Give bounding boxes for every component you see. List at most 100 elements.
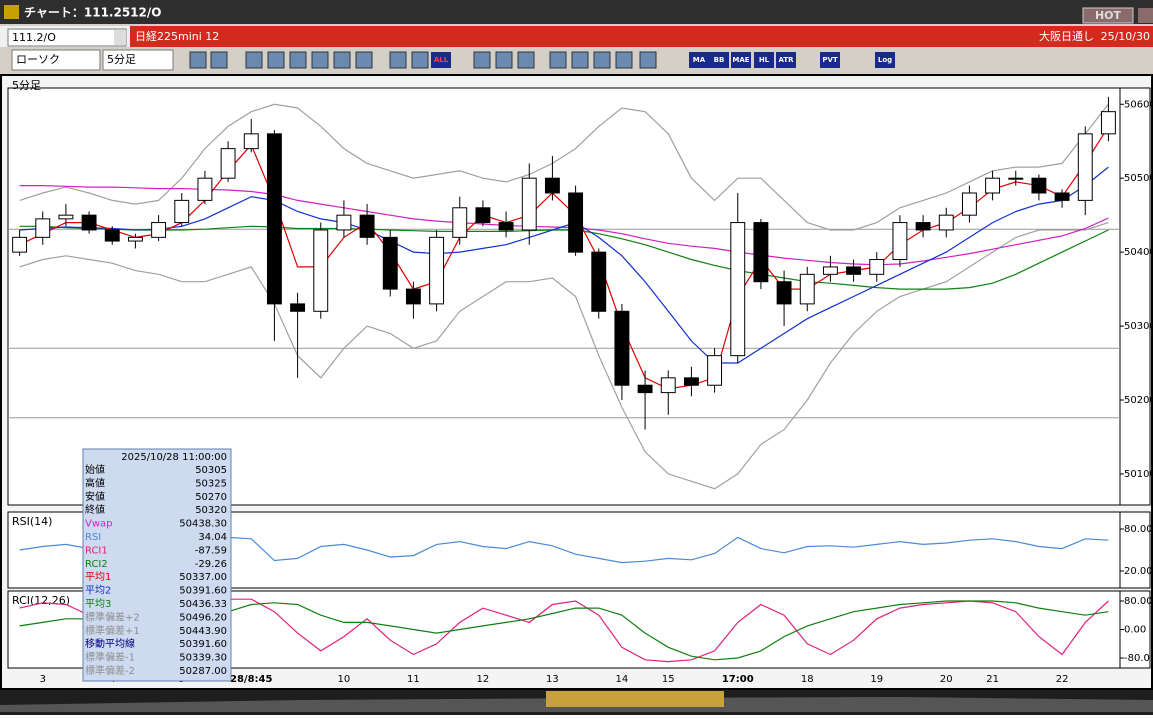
candle-body xyxy=(544,177,560,194)
y-tick-label: -80.0 xyxy=(1124,653,1150,664)
candle-body xyxy=(915,222,931,231)
tool-icon[interactable] xyxy=(333,51,351,69)
tool-icon[interactable] xyxy=(495,51,513,69)
candle-body xyxy=(1100,111,1116,135)
info-label: 標準偏差+2 xyxy=(85,610,140,623)
tool-icon[interactable] xyxy=(473,51,491,69)
tool-icon[interactable] xyxy=(593,51,611,69)
header-red-band xyxy=(130,26,1153,47)
interval: 5分足 xyxy=(107,53,136,66)
info-value: 34.04 xyxy=(198,532,227,543)
candle-body xyxy=(290,303,306,312)
candle-body xyxy=(961,192,977,216)
info-label: 高値 xyxy=(85,476,105,489)
tool-icon[interactable] xyxy=(289,51,307,69)
candle-body xyxy=(127,236,143,242)
candle-body xyxy=(521,177,537,231)
tool-button[interactable] xyxy=(709,52,729,68)
info-value: 50270 xyxy=(195,492,227,503)
candle-body xyxy=(985,177,1001,194)
candle-body xyxy=(498,222,514,231)
info-label: 安値 xyxy=(85,490,105,503)
candle-body xyxy=(359,214,375,238)
candle-body xyxy=(591,251,607,312)
tool-icon[interactable] xyxy=(267,51,285,69)
style-select[interactable] xyxy=(11,49,101,71)
tool-icon[interactable] xyxy=(389,51,407,69)
candle-body xyxy=(660,377,676,394)
candle-body xyxy=(475,207,491,224)
tool-button-label: ATR xyxy=(778,56,794,64)
candle-body xyxy=(707,355,723,386)
tool-icon[interactable] xyxy=(615,51,633,69)
app-icon xyxy=(4,5,19,19)
y-tick-label: 80.00 xyxy=(1124,524,1153,535)
candle-body xyxy=(104,229,120,242)
tool-icon[interactable] xyxy=(549,51,567,69)
tool-button[interactable] xyxy=(776,52,796,68)
info-label: 終値 xyxy=(85,503,105,516)
candle-body xyxy=(1008,177,1024,180)
info-value: -87.59 xyxy=(195,545,227,556)
tool-button[interactable] xyxy=(820,52,840,68)
tool-icon[interactable] xyxy=(639,51,657,69)
scroll-thumb[interactable] xyxy=(546,691,724,707)
tool-icon[interactable] xyxy=(311,51,329,69)
x-tick-label: 15 xyxy=(662,674,675,685)
info-value: -29.26 xyxy=(195,559,227,570)
y-tick-label: 50300 xyxy=(1124,321,1153,332)
tool-icon[interactable] xyxy=(245,51,263,69)
candle-body xyxy=(869,259,885,275)
y-tick-label: 50600 xyxy=(1124,99,1153,110)
candle-body xyxy=(799,273,815,305)
hot-side xyxy=(1138,8,1153,23)
x-tick-label: 17:00 xyxy=(722,674,754,685)
panel-title: RSI(14) xyxy=(12,515,52,528)
y-tick-label: 50200 xyxy=(1124,395,1153,406)
candle-body xyxy=(266,133,282,305)
tool-icon[interactable] xyxy=(571,51,589,69)
info-datetime: 2025/10/28 11:00:00 xyxy=(121,452,227,463)
tool-button-label: MAE xyxy=(732,56,749,64)
candle-body xyxy=(313,229,329,312)
candle-body xyxy=(1054,192,1070,201)
panel-title: 5分足 xyxy=(12,79,41,92)
tool-icon[interactable] xyxy=(189,51,207,69)
candle-body xyxy=(220,148,236,179)
candle-body xyxy=(776,281,792,305)
candle-body xyxy=(151,222,167,238)
title-bar xyxy=(0,0,1153,24)
tool-button[interactable] xyxy=(731,52,751,68)
tool-button[interactable] xyxy=(754,52,774,68)
y-tick-label: 0.00 xyxy=(1124,625,1146,636)
tool-button[interactable] xyxy=(689,52,709,68)
tool-icon[interactable] xyxy=(210,51,228,69)
info-value: 50391.60 xyxy=(179,586,227,597)
tool-button[interactable] xyxy=(875,52,895,68)
interval-select[interactable] xyxy=(102,49,174,71)
y-tick-label: 50100 xyxy=(1124,469,1153,480)
hot-button[interactable] xyxy=(1082,7,1134,24)
x-tick-label: 11 xyxy=(407,674,420,685)
info-value: 50339.30 xyxy=(179,653,227,664)
y-tick-label: 50400 xyxy=(1124,247,1153,258)
tool-button-label: HL xyxy=(759,56,770,64)
candle-body xyxy=(938,214,954,231)
candle-body xyxy=(846,266,862,275)
indicator-line xyxy=(19,222,1109,490)
tool-icon[interactable] xyxy=(411,51,429,69)
symbol-dropdown[interactable] xyxy=(114,30,126,45)
info-value: 50337.00 xyxy=(179,572,227,583)
y-tick-label: 50500 xyxy=(1124,173,1153,184)
tool-icon[interactable] xyxy=(355,51,373,69)
info-value: 50443.90 xyxy=(179,626,227,637)
info-label: 移動平均線 xyxy=(85,637,135,650)
tool-button[interactable] xyxy=(431,52,451,68)
x-tick-label: 28/8:45 xyxy=(230,674,272,685)
candle-body xyxy=(730,222,746,357)
indicator-line xyxy=(19,166,1109,364)
candle-body xyxy=(405,288,421,305)
tool-icon[interactable] xyxy=(517,51,535,69)
candle-body xyxy=(197,177,213,201)
panel-title: RCI(12,26) xyxy=(12,594,70,607)
